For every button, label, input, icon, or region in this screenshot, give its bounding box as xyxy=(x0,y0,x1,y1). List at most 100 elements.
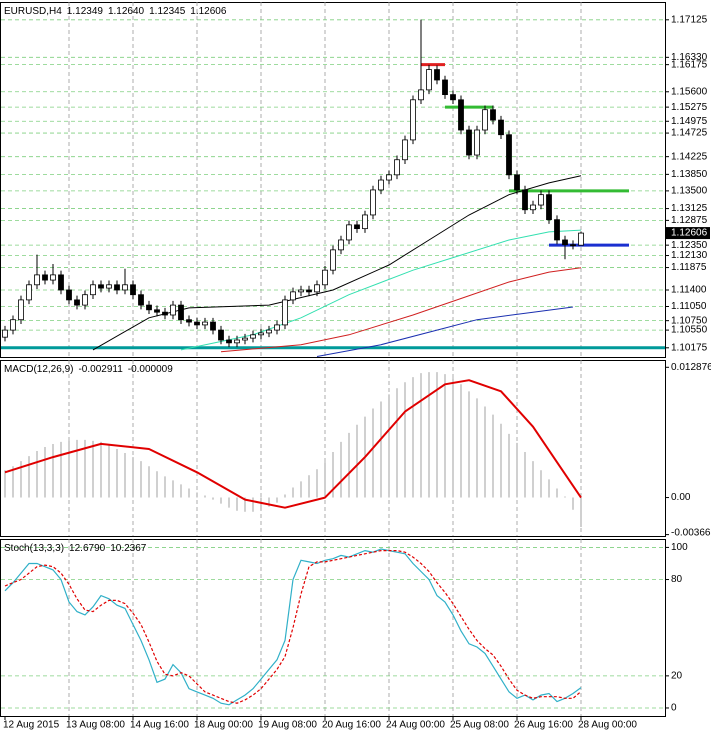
y-tick-label: 1.10175 xyxy=(671,342,708,353)
candle-body xyxy=(442,79,448,96)
candle-body xyxy=(114,284,120,291)
candle-body xyxy=(450,94,456,101)
y-tick-label: 1.11875 xyxy=(671,262,707,273)
y-tick-label: 0 xyxy=(671,703,677,714)
stoch-line xyxy=(4,550,582,704)
candle-body xyxy=(546,194,552,221)
x-tick-label: 18 Aug 00:00 xyxy=(194,720,253,731)
x-tick-label: 14 Aug 16:00 xyxy=(130,720,189,731)
candle-body xyxy=(194,321,200,326)
candle-body xyxy=(258,332,264,336)
y-tick-label: 1.16330 xyxy=(671,52,708,63)
candle-body xyxy=(154,309,160,313)
y-tick-label: 1.11400 xyxy=(671,285,707,296)
y-tick-label: 0.00 xyxy=(671,492,691,503)
candle-body xyxy=(34,274,40,286)
y-tick-label: -0.003663 xyxy=(671,528,711,539)
candle-body xyxy=(2,329,8,338)
x-tick-label: 28 Aug 00:00 xyxy=(578,720,637,731)
moving-average xyxy=(220,267,582,353)
candle-body xyxy=(458,99,464,131)
y-tick-label: 1.13850 xyxy=(671,169,708,180)
candle-body xyxy=(66,289,72,301)
candle-body xyxy=(202,321,208,326)
candle-body xyxy=(386,174,392,181)
candle-body xyxy=(570,244,576,247)
candle-body xyxy=(394,159,400,176)
candle-body xyxy=(298,289,304,293)
candle-body xyxy=(242,337,248,341)
y-tick-label: 20 xyxy=(671,671,683,682)
candle-body xyxy=(474,129,480,156)
candle-body xyxy=(434,69,440,81)
candle-body xyxy=(290,291,296,301)
macd-plot xyxy=(4,372,582,528)
candle-body xyxy=(482,109,488,131)
candle-body xyxy=(90,284,96,296)
candle-body xyxy=(530,204,536,211)
y-tick-label: 1.10550 xyxy=(671,325,708,336)
candle-body xyxy=(250,334,256,339)
candle-body xyxy=(82,294,88,306)
candle-body xyxy=(130,284,136,296)
readout-value: 12.6790 xyxy=(69,543,106,554)
candle-body xyxy=(346,224,352,241)
candle-body xyxy=(74,299,80,306)
candle-body xyxy=(138,294,144,306)
y-tick-label: 0.012876 xyxy=(671,362,711,373)
candle-body xyxy=(338,239,344,251)
readout-value: 1.12349 xyxy=(67,6,104,17)
candle-body xyxy=(58,274,64,291)
candle-body xyxy=(210,321,216,331)
y-tick-label: 1.14725 xyxy=(671,128,708,139)
x-tick-label: 26 Aug 16:00 xyxy=(514,720,573,731)
y-tick-label: 1.12875 xyxy=(671,215,708,226)
y-tick-label: 1.14975 xyxy=(671,116,708,127)
price-label-box xyxy=(666,227,710,240)
panel-title: MACD(12,26,9) xyxy=(4,364,73,375)
panel-title: EURUSD,H4 xyxy=(4,6,62,17)
candle-body xyxy=(490,109,496,121)
stoch-plot xyxy=(4,548,582,706)
y-tick-label: 80 xyxy=(671,574,683,585)
candle-body xyxy=(354,224,360,230)
y-tick-label: 1.17125 xyxy=(671,14,708,25)
y-tick-label: 1.11050 xyxy=(671,301,707,312)
candle-body xyxy=(50,274,56,281)
candle-body xyxy=(234,339,240,344)
candle-body xyxy=(218,329,224,341)
readout-value: -0.002911 xyxy=(78,364,123,375)
readout-value: 1.12345 xyxy=(149,6,186,17)
y-tick-label: 1.12350 xyxy=(671,240,708,251)
candle-body xyxy=(554,219,560,241)
y-tick-label: 100 xyxy=(671,542,688,553)
price-label: 1.12606 xyxy=(671,228,708,239)
macd-panel xyxy=(0,360,666,537)
stoch-panel xyxy=(0,539,666,717)
candle-body xyxy=(314,284,320,293)
candle-body xyxy=(506,134,512,176)
candle-body xyxy=(282,299,288,326)
y-tick-label: 1.12130 xyxy=(671,250,708,261)
candle-body xyxy=(466,129,472,156)
candle-body xyxy=(178,304,184,321)
y-tick-label: 1.15600 xyxy=(671,86,708,97)
moving-average xyxy=(316,306,574,357)
candle-body xyxy=(10,319,16,331)
candle-body xyxy=(26,284,32,301)
stoch-line xyxy=(4,548,582,706)
candle-body xyxy=(322,269,328,286)
candle-body xyxy=(162,311,168,316)
candle-body xyxy=(418,89,424,101)
x-tick-label: 13 Aug 08:00 xyxy=(66,720,125,731)
candle-body xyxy=(122,284,128,291)
candle-body xyxy=(370,189,376,216)
y-tick-label: 1.14225 xyxy=(671,151,708,162)
candle-body xyxy=(578,232,584,246)
y-tick-label: 1.13500 xyxy=(671,186,708,197)
candle-body xyxy=(426,69,432,91)
x-tick-label: 19 Aug 08:00 xyxy=(258,720,317,731)
candle-body xyxy=(402,139,408,161)
